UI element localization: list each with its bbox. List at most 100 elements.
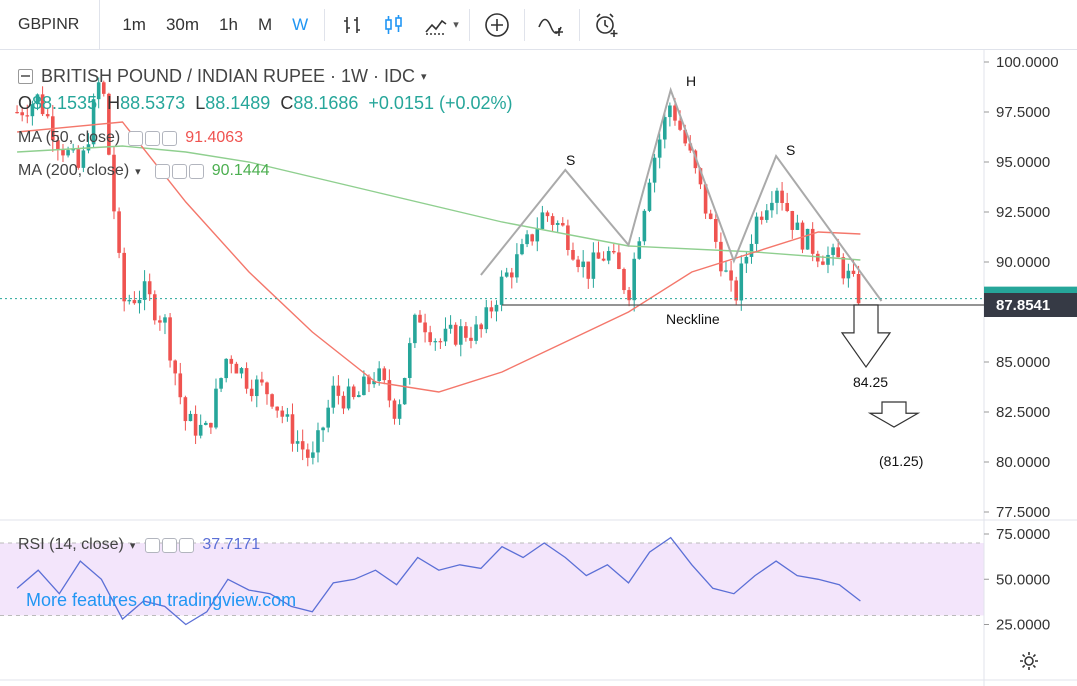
close-icon[interactable] bbox=[162, 130, 178, 146]
candle-body bbox=[20, 112, 24, 116]
candle-body bbox=[387, 380, 392, 401]
indicators-icon[interactable] bbox=[419, 8, 453, 42]
candle-body bbox=[351, 386, 356, 398]
candle-body bbox=[178, 373, 183, 398]
candle-body bbox=[489, 307, 494, 312]
chevron-down-icon[interactable]: ▾ bbox=[421, 71, 427, 83]
symbol-title[interactable]: BRITISH POUND / INDIAN RUPEE · 1W · IDC … bbox=[18, 66, 427, 87]
gear-icon[interactable] bbox=[145, 130, 161, 146]
candle-style-icon[interactable] bbox=[377, 8, 411, 42]
right-shoulder-label: S bbox=[786, 142, 796, 158]
candle-body bbox=[66, 150, 70, 156]
candle-body bbox=[433, 341, 438, 343]
close-icon[interactable] bbox=[179, 537, 195, 553]
interval-30m[interactable]: 30m bbox=[165, 14, 200, 34]
symbol-search[interactable]: GBPINR bbox=[0, 0, 101, 50]
candle-body bbox=[657, 139, 662, 158]
candles bbox=[15, 77, 861, 467]
close-icon[interactable] bbox=[188, 163, 204, 179]
chevron-down-icon[interactable]: ▾ bbox=[129, 539, 136, 552]
neckline-price-badge-text: 87.8541 bbox=[996, 297, 1050, 314]
high-label: H bbox=[107, 93, 121, 113]
interval-1m[interactable]: 1m bbox=[122, 14, 146, 34]
rsi-legend[interactable]: RSI (14, close) ▾ 37.7171 bbox=[18, 536, 260, 554]
interval-1h[interactable]: 1h bbox=[219, 14, 238, 34]
candle-body bbox=[418, 314, 422, 323]
candle-body bbox=[581, 261, 585, 268]
candle-body bbox=[785, 202, 789, 212]
candle-body bbox=[448, 324, 453, 329]
replay-alarm-icon[interactable] bbox=[590, 8, 624, 42]
rsi-tick-label: 75.0000 bbox=[996, 526, 1050, 543]
candle-body bbox=[356, 395, 361, 398]
candle-body bbox=[662, 117, 667, 140]
change-value: +0.0151 (+0.02%) bbox=[368, 93, 513, 113]
candle-body bbox=[91, 99, 96, 145]
rsi-line bbox=[16, 536, 861, 626]
candle-body bbox=[586, 261, 591, 279]
y-tick-label: 80.0000 bbox=[996, 454, 1050, 471]
candle-body bbox=[122, 252, 126, 302]
candle-body bbox=[560, 223, 565, 226]
candle-body bbox=[260, 379, 264, 383]
gear-icon[interactable] bbox=[162, 537, 178, 553]
candle-body bbox=[295, 441, 300, 444]
candle-body bbox=[474, 324, 478, 341]
candle-body bbox=[688, 143, 693, 151]
ma50-value: 91.4063 bbox=[185, 129, 244, 146]
candle-body bbox=[846, 270, 851, 279]
candle-body bbox=[229, 358, 234, 364]
settings-gear-icon[interactable] bbox=[1019, 651, 1039, 676]
interval-W[interactable]: W bbox=[292, 14, 309, 34]
candle-body bbox=[35, 94, 40, 105]
promo-link[interactable]: More features on tradingview.com bbox=[26, 590, 297, 610]
candle-body bbox=[479, 324, 483, 330]
candle-body bbox=[754, 216, 759, 244]
candle-body bbox=[101, 82, 106, 94]
eye-icon[interactable] bbox=[128, 130, 144, 146]
toolbar-divider bbox=[324, 8, 326, 41]
chevron-down-icon[interactable]: ▾ bbox=[453, 19, 459, 31]
collapse-icon[interactable] bbox=[18, 69, 33, 84]
bar-style-icon[interactable] bbox=[335, 8, 369, 42]
candle-body bbox=[729, 270, 733, 281]
candle-body bbox=[831, 247, 835, 255]
candle-body bbox=[163, 317, 167, 323]
ohlc-readout: O 88.1535 H 88.5373 L 88.1489 C 88.1686 +0.0… bbox=[18, 93, 513, 114]
interval-M[interactable]: M bbox=[257, 14, 273, 34]
candle-body bbox=[703, 184, 708, 214]
eye-icon[interactable] bbox=[145, 537, 161, 553]
chevron-down-icon[interactable]: ▾ bbox=[135, 165, 141, 178]
candle-body bbox=[673, 105, 677, 121]
candle-body bbox=[311, 452, 315, 458]
eye-icon[interactable] bbox=[154, 163, 170, 179]
candle-body bbox=[331, 385, 336, 408]
candle-body bbox=[127, 300, 132, 302]
ma50-legend[interactable]: MA (50, close) 91.4063 bbox=[18, 129, 243, 147]
candle-body bbox=[708, 213, 713, 220]
candle-body bbox=[724, 270, 728, 272]
alert-add-icon[interactable] bbox=[535, 8, 569, 42]
ma200-value: 90.1444 bbox=[211, 162, 270, 179]
candle-body bbox=[566, 225, 570, 250]
compare-add-icon[interactable] bbox=[480, 8, 514, 42]
interval-group: 1m 30m 1h M W bbox=[100, 15, 318, 35]
candle-body bbox=[815, 253, 820, 262]
candle-body bbox=[137, 299, 142, 304]
candle-body bbox=[249, 388, 254, 397]
candle-body bbox=[152, 294, 157, 321]
candle-body bbox=[280, 410, 285, 417]
price-chart[interactable]: 100.000097.500095.000092.500090.000087.5… bbox=[0, 50, 1077, 686]
candle-body bbox=[158, 320, 162, 323]
candle-body bbox=[484, 307, 489, 330]
low-value: 88.1489 bbox=[205, 93, 271, 113]
candle-body bbox=[632, 258, 636, 301]
left-shoulder-label: S bbox=[566, 152, 576, 168]
candle-body bbox=[45, 114, 50, 117]
candle-body bbox=[96, 82, 101, 100]
candle-body bbox=[270, 394, 274, 407]
gear-icon[interactable] bbox=[171, 163, 187, 179]
candle-body bbox=[244, 368, 249, 389]
ma200-legend[interactable]: MA (200, close) ▾ 90.1444 bbox=[18, 162, 270, 180]
candle-body bbox=[173, 360, 177, 374]
